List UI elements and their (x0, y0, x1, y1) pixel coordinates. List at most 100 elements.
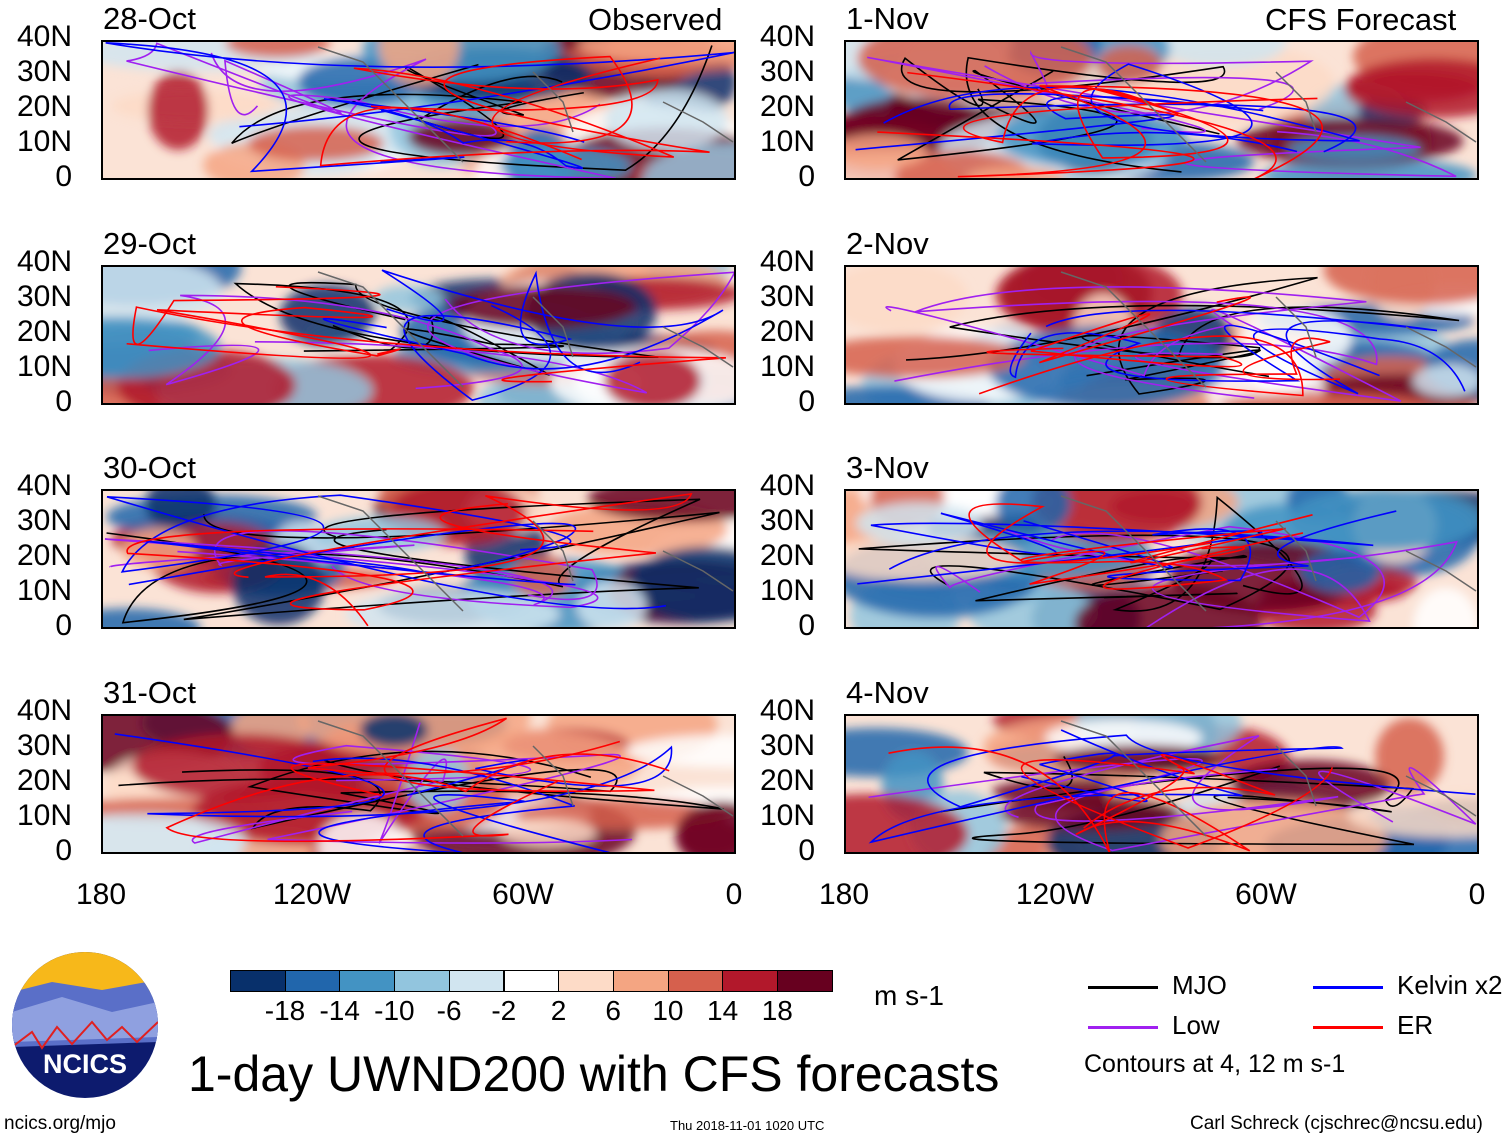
colorbar-tick-label: -10 (374, 995, 415, 1026)
contour-low (148, 294, 523, 390)
latitude-label: 40N (759, 694, 815, 727)
contour-kelvin-x2 (1009, 324, 1380, 382)
wind-anomaly-shading (1323, 267, 1477, 306)
latitude-label: 0 (55, 385, 72, 418)
legend-label: Kelvin x2 (1397, 970, 1503, 1000)
wind-anomaly-shading (1155, 42, 1287, 68)
contour-er (962, 86, 1318, 159)
wind-anomaly-shading (315, 516, 446, 553)
wind-anomaly-shading (145, 491, 216, 531)
longitude-label: 120W (272, 878, 352, 911)
contour-low (267, 744, 633, 844)
contour-low (1002, 527, 1458, 627)
panel-date-label: 1-Nov (846, 1, 929, 36)
latitude-label: 30N (759, 729, 815, 762)
latitude-label: 30N (16, 55, 72, 88)
longitude-label: 180 (75, 878, 127, 911)
colorbar-tick-label: -18 (264, 995, 306, 1026)
colorbar-tick-label: -6 (436, 995, 462, 1026)
colorbar-swatch (612, 970, 669, 992)
contour-er (165, 753, 670, 843)
contour-er (319, 55, 710, 167)
latitude-label: 10N (16, 350, 72, 383)
wind-anomaly-shading (604, 89, 728, 151)
longitude-label: 180 (818, 878, 870, 911)
contour-er (1020, 514, 1313, 590)
legend-label: ER (1397, 1010, 1434, 1040)
wind-anomaly-shading (1412, 364, 1477, 398)
longitude-label: 60W (1235, 878, 1297, 911)
contour-mjo (900, 56, 1226, 173)
footer-author: Carl Schreck (cjschrec@ncsu.edu) (1190, 1113, 1483, 1134)
panel-date-label: 30-Oct (103, 450, 197, 485)
latitude-label: 10N (759, 799, 815, 832)
latitude-label: 30N (759, 280, 815, 313)
coastline (1060, 495, 1477, 612)
wind-anomaly-shading (846, 134, 927, 170)
latitude-label: 10N (759, 574, 815, 607)
contour-kelvin-x2 (106, 494, 667, 610)
latitude-label: 20N (16, 539, 72, 572)
latitude-label: 40N (16, 469, 72, 502)
latitude-label: 30N (16, 280, 72, 313)
latitude-label: 20N (759, 764, 815, 797)
contour-er (1020, 753, 1334, 849)
latitude-label: 0 (55, 609, 72, 642)
map-panel-2-Nov (844, 265, 1479, 405)
colorbar-swatch (394, 970, 450, 992)
map-panel-29-Oct (101, 265, 736, 405)
panel-date-label: 2-Nov (846, 226, 929, 261)
wind-anomaly-shading (498, 819, 596, 847)
latitude-label: 40N (759, 469, 815, 502)
latitude-label: 10N (16, 799, 72, 832)
colorbar-swatch (722, 970, 778, 992)
contour-low (1054, 766, 1477, 852)
colorbar-swatch (503, 970, 560, 992)
colorbar-swatch (558, 970, 614, 992)
coastline (317, 495, 734, 612)
legend-label: MJO (1172, 970, 1227, 1000)
contour-er (290, 717, 655, 797)
latitude-label: 20N (759, 539, 815, 572)
contour-kelvin-x2 (1045, 309, 1466, 395)
wind-anomaly-shading (577, 580, 647, 627)
latitude-label: 0 (55, 834, 72, 867)
colorbar-tick-label: -2 (491, 995, 517, 1026)
latitude-label: 30N (759, 504, 815, 537)
contour-mjo (246, 750, 724, 815)
contour-kelvin-x2 (857, 510, 1397, 585)
latitude-label: 40N (16, 694, 72, 727)
figure-title: 1-day UWND200 with CFS forecasts (188, 1046, 1000, 1102)
wind-anomaly-shading (1344, 58, 1477, 119)
wind-anomaly-shading (1031, 491, 1202, 544)
contour-er (233, 492, 693, 627)
coastline (317, 720, 734, 837)
footer-url[interactable]: ncics.org/mjo (4, 1113, 116, 1134)
contour-kelvin-x2 (312, 757, 611, 852)
forecast-label: CFS Forecast (1265, 2, 1457, 37)
longitude-label: 120W (1015, 878, 1095, 911)
wind-anomaly-shading (628, 546, 734, 623)
coastline (317, 46, 734, 163)
colorbar-swatch (339, 970, 396, 992)
wind-anomaly-shading (1413, 587, 1477, 627)
latitude-label: 30N (16, 729, 72, 762)
contour-kelvin-x2 (855, 93, 1357, 153)
contour-low (126, 42, 497, 137)
wind-anomaly-shading (346, 589, 560, 627)
map-panel-3-Nov (844, 489, 1479, 629)
map-panel-30-Oct (101, 489, 736, 629)
contour-er (132, 285, 726, 383)
legend-line-swatch (1088, 986, 1158, 989)
map-panel-28-Oct (101, 40, 736, 180)
colorbar-tick-label: -14 (319, 995, 360, 1026)
map-panel-1-Nov (844, 40, 1479, 180)
latitude-label: 40N (16, 20, 72, 53)
contour-kelvin-x2 (883, 63, 1360, 153)
observed-label: Observed (588, 2, 723, 37)
wind-anomaly-shading (577, 42, 734, 63)
latitude-label: 0 (798, 385, 815, 418)
latitude-label: 40N (759, 245, 815, 278)
contour-low (935, 525, 1386, 619)
